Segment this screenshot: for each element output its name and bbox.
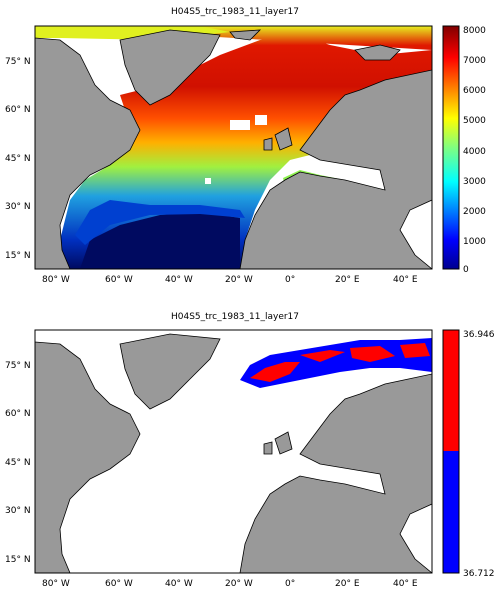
top-lat-tick-30: 30° N	[5, 202, 31, 212]
top-cb-tick-7000: 7000	[463, 56, 486, 66]
bottom-colorbar-min-label: 36.712	[463, 569, 495, 579]
bottom-map-lat-ticks: 75° N 60° N 45° N 30° N 15° N	[5, 361, 31, 565]
top-map-title: H04S5_trc_1983_11_layer17	[170, 7, 300, 17]
top-cb-tick-5000: 5000	[463, 116, 486, 126]
bottom-map-arctic-field	[240, 338, 432, 388]
bottom-lon-tick-40e: 40° E	[393, 579, 418, 589]
top-lon-tick-20w: 20° W	[225, 275, 253, 285]
bottom-map	[35, 330, 432, 573]
top-map-no-data	[205, 115, 267, 184]
bottom-lon-tick-20e: 20° E	[335, 579, 360, 589]
top-lat-tick-15: 15° N	[5, 251, 31, 261]
top-lat-tick-60: 60° N	[5, 105, 31, 115]
bottom-map-lon-ticks: 80° W 60° W 40° W 20° W 0° 20° E 40° E	[42, 579, 418, 589]
bottom-map-title: H04S5_trc_1983_11_layer17	[170, 312, 300, 322]
bottom-lon-tick-20w: 20° W	[225, 579, 253, 589]
top-lon-tick-0: 0°	[285, 275, 295, 285]
top-cb-tick-3000: 3000	[463, 177, 486, 187]
bottom-lat-tick-30: 30° N	[5, 506, 31, 516]
bottom-lat-tick-75: 75° N	[5, 361, 31, 371]
bottom-lat-tick-45: 45° N	[5, 458, 31, 468]
top-cb-tick-6000: 6000	[463, 86, 486, 96]
top-cb-tick-2000: 2000	[463, 207, 486, 217]
top-map-frame	[34, 25, 433, 270]
top-map	[35, 26, 432, 269]
bottom-lon-tick-0: 0°	[285, 579, 295, 589]
top-lon-tick-20e: 20° E	[335, 275, 360, 285]
top-lat-tick-45: 45° N	[5, 154, 31, 164]
top-lon-tick-40w: 40° W	[165, 275, 193, 285]
top-map-lat-ticks: 75° N 60° N 45° N 30° N 15° N	[5, 57, 31, 261]
top-map-lon-ticks: 80° W 60° W 40° W 20° W 0° 20° E 40° E	[42, 275, 418, 285]
top-cb-tick-0: 0	[463, 265, 469, 275]
bottom-map-frame	[34, 329, 433, 574]
bottom-lat-tick-15: 15° N	[5, 555, 31, 565]
bottom-lon-tick-60w: 60° W	[105, 579, 133, 589]
bottom-lat-tick-60: 60° N	[5, 409, 31, 419]
bottom-colorbar	[442, 329, 460, 574]
top-lon-tick-80w: 80° W	[42, 275, 70, 285]
bottom-lon-tick-80w: 80° W	[42, 579, 70, 589]
top-cb-tick-8000: 8000	[463, 26, 486, 36]
top-cb-tick-4000: 4000	[463, 147, 486, 157]
bottom-colorbar-max-label: 36.946	[463, 330, 495, 340]
top-lon-tick-40e: 40° E	[393, 275, 418, 285]
top-colorbar	[442, 25, 460, 270]
top-lon-tick-60w: 60° W	[105, 275, 133, 285]
top-cb-tick-1000: 1000	[463, 237, 486, 247]
top-colorbar-ticks: 8000 7000 6000 5000 4000 3000 2000 1000 …	[463, 26, 486, 275]
bottom-lon-tick-40w: 40° W	[165, 579, 193, 589]
top-map-ocean-field	[35, 26, 432, 269]
top-map-land	[35, 29, 432, 269]
top-lat-tick-75: 75° N	[5, 57, 31, 67]
